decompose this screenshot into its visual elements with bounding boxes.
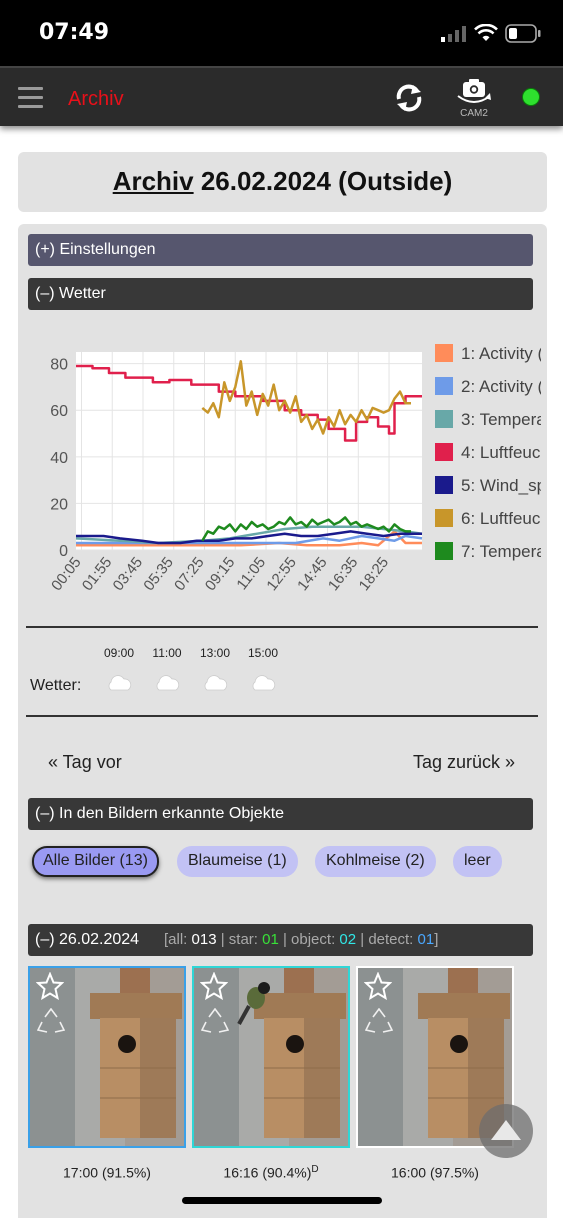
battery-icon bbox=[505, 24, 541, 43]
series-line bbox=[76, 364, 422, 442]
weather-time: 11:00 bbox=[152, 646, 182, 660]
weather-chart: 0 20 40 60 80 00:05 01:55 03:45 05:35 07:25 09:15 1… bbox=[26, 322, 541, 622]
recycle-icon[interactable] bbox=[201, 1008, 229, 1034]
settings-toggle[interactable]: (+) Einstellungen bbox=[28, 234, 533, 266]
archive-link[interactable]: Archiv bbox=[112, 166, 194, 196]
page-title-date: 26.02.2024 (Outside) bbox=[193, 166, 453, 196]
weather-slot: 09:00 bbox=[99, 646, 139, 697]
weather-time: 09:00 bbox=[103, 646, 135, 660]
arrow-up-icon bbox=[491, 1120, 521, 1140]
recycle-icon[interactable] bbox=[365, 1008, 393, 1034]
date-group-header[interactable]: (–) 26.02.2024 [all: 013 | star: 01 | ob… bbox=[28, 924, 533, 956]
cloud-icon bbox=[156, 675, 180, 691]
thumbnail-caption: 16:00 (97.5%) bbox=[391, 1164, 479, 1181]
y-tick-label: 80 bbox=[50, 357, 68, 374]
previous-day-link[interactable]: « Tag vor bbox=[48, 752, 122, 772]
image-thumbnail[interactable] bbox=[28, 966, 186, 1148]
divider bbox=[26, 626, 538, 628]
weather-slot: 15:00 bbox=[243, 646, 283, 697]
weather-time: 15:00 bbox=[247, 646, 279, 660]
legend-label: 6: Luftfeuc bbox=[461, 509, 541, 528]
x-tick-label: 03:45 bbox=[110, 554, 147, 594]
date-group-title: (–) 26.02.2024 bbox=[35, 931, 140, 948]
filter-chip-kohlmeise[interactable]: Kohlmeise (2) bbox=[315, 846, 436, 877]
thumbnail-caption: 16:16 (90.4%)D bbox=[223, 1164, 319, 1181]
menu-icon[interactable] bbox=[18, 87, 43, 109]
home-indicator bbox=[182, 1197, 382, 1204]
legend-swatch bbox=[435, 542, 453, 560]
y-tick-label: 40 bbox=[50, 450, 68, 467]
legend-swatch bbox=[435, 377, 453, 395]
cellular-signal-icon bbox=[441, 26, 466, 42]
series-line bbox=[76, 534, 423, 545]
legend-swatch bbox=[435, 509, 453, 527]
x-tick-label: 16:35 bbox=[325, 554, 362, 594]
legend-swatch bbox=[435, 476, 453, 494]
image-thumbnail[interactable] bbox=[192, 966, 350, 1148]
x-tick-label: 14:45 bbox=[294, 554, 331, 594]
x-tick-label: 05:35 bbox=[140, 554, 177, 594]
nav-title[interactable]: Archiv bbox=[68, 88, 124, 110]
scroll-to-top-button[interactable] bbox=[479, 1104, 533, 1158]
x-tick-label: 01:55 bbox=[79, 554, 116, 594]
image-stats: [all: 013 | star: 01 | object: 02 | dete… bbox=[164, 931, 439, 948]
legend-label: 3: Tempera bbox=[461, 410, 541, 429]
legend-label: 4: Luftfeuc bbox=[461, 443, 541, 462]
x-tick-label: 18:25 bbox=[356, 554, 393, 594]
divider bbox=[26, 715, 538, 717]
legend-label: 2: Activity ( bbox=[461, 377, 541, 396]
weather-slot: 13:00 bbox=[195, 646, 235, 697]
connection-status-indicator bbox=[522, 88, 540, 106]
camera-switch-button[interactable]: CAM2 bbox=[455, 76, 493, 120]
series-line bbox=[76, 530, 422, 545]
x-tick-label: 12:55 bbox=[263, 554, 300, 594]
star-icon[interactable] bbox=[200, 972, 228, 1000]
x-tick-label: 00:05 bbox=[48, 554, 85, 594]
y-tick-label: 20 bbox=[50, 496, 68, 513]
series-line bbox=[201, 516, 411, 542]
next-day-link[interactable]: Tag zurück » bbox=[412, 752, 515, 772]
weather-slot: 11:00 bbox=[147, 646, 187, 697]
legend-label: 5: Wind_sp bbox=[461, 476, 541, 495]
objects-toggle[interactable]: (–) In den Bildern erkannte Objekte bbox=[28, 798, 533, 830]
filter-chip-empty[interactable]: leer bbox=[453, 846, 502, 877]
filter-chip-blaumeise[interactable]: Blaumeise (1) bbox=[177, 846, 298, 877]
thumbnail-caption: 17:00 (91.5%) bbox=[63, 1164, 151, 1181]
filter-chip-all[interactable]: Alle Bilder (13) bbox=[32, 846, 159, 877]
app-navbar: Archiv CAM2 bbox=[0, 66, 563, 126]
birdhouse-photo bbox=[30, 968, 184, 1146]
weather-toggle[interactable]: (–) Wetter bbox=[28, 278, 533, 310]
star-icon[interactable] bbox=[364, 972, 392, 1000]
legend-label: 7: Tempera bbox=[461, 542, 541, 561]
main-panel: (+) Einstellungen (–) Wetter 0 20 40 60 80 00… bbox=[18, 224, 547, 1218]
x-tick-label: 07:25 bbox=[171, 554, 208, 594]
recycle-icon[interactable] bbox=[37, 1008, 65, 1034]
x-tick-label: 11:05 bbox=[233, 554, 269, 593]
wifi-icon bbox=[474, 24, 498, 41]
weather-time: 13:00 bbox=[199, 646, 231, 660]
legend-swatch bbox=[435, 443, 453, 461]
page-title: Archiv 26.02.2024 (Outside) bbox=[18, 152, 547, 212]
x-tick-label: 09:15 bbox=[202, 554, 239, 594]
cloud-icon bbox=[252, 675, 276, 691]
y-tick-label: 0 bbox=[59, 543, 68, 560]
legend-swatch bbox=[435, 344, 453, 362]
cloud-icon bbox=[204, 675, 228, 691]
weather-chart-svg: 02040608000:0501:5503:4505:3507:2509:151… bbox=[48, 344, 541, 594]
cloud-icon bbox=[108, 675, 132, 691]
camera-switch-icon bbox=[457, 79, 491, 103]
legend-label: 1: Activity ( bbox=[461, 344, 541, 363]
weather-label: Wetter: bbox=[30, 677, 82, 694]
reload-icon[interactable] bbox=[393, 82, 425, 114]
series-line bbox=[201, 360, 411, 435]
star-icon[interactable] bbox=[36, 972, 64, 1000]
clock: 07:49 bbox=[39, 20, 110, 45]
status-bar: 07:49 bbox=[0, 0, 563, 66]
y-tick-label: 60 bbox=[50, 403, 68, 420]
legend-swatch bbox=[435, 410, 453, 428]
camera-label: CAM2 bbox=[460, 108, 488, 119]
plot-area bbox=[76, 352, 422, 550]
